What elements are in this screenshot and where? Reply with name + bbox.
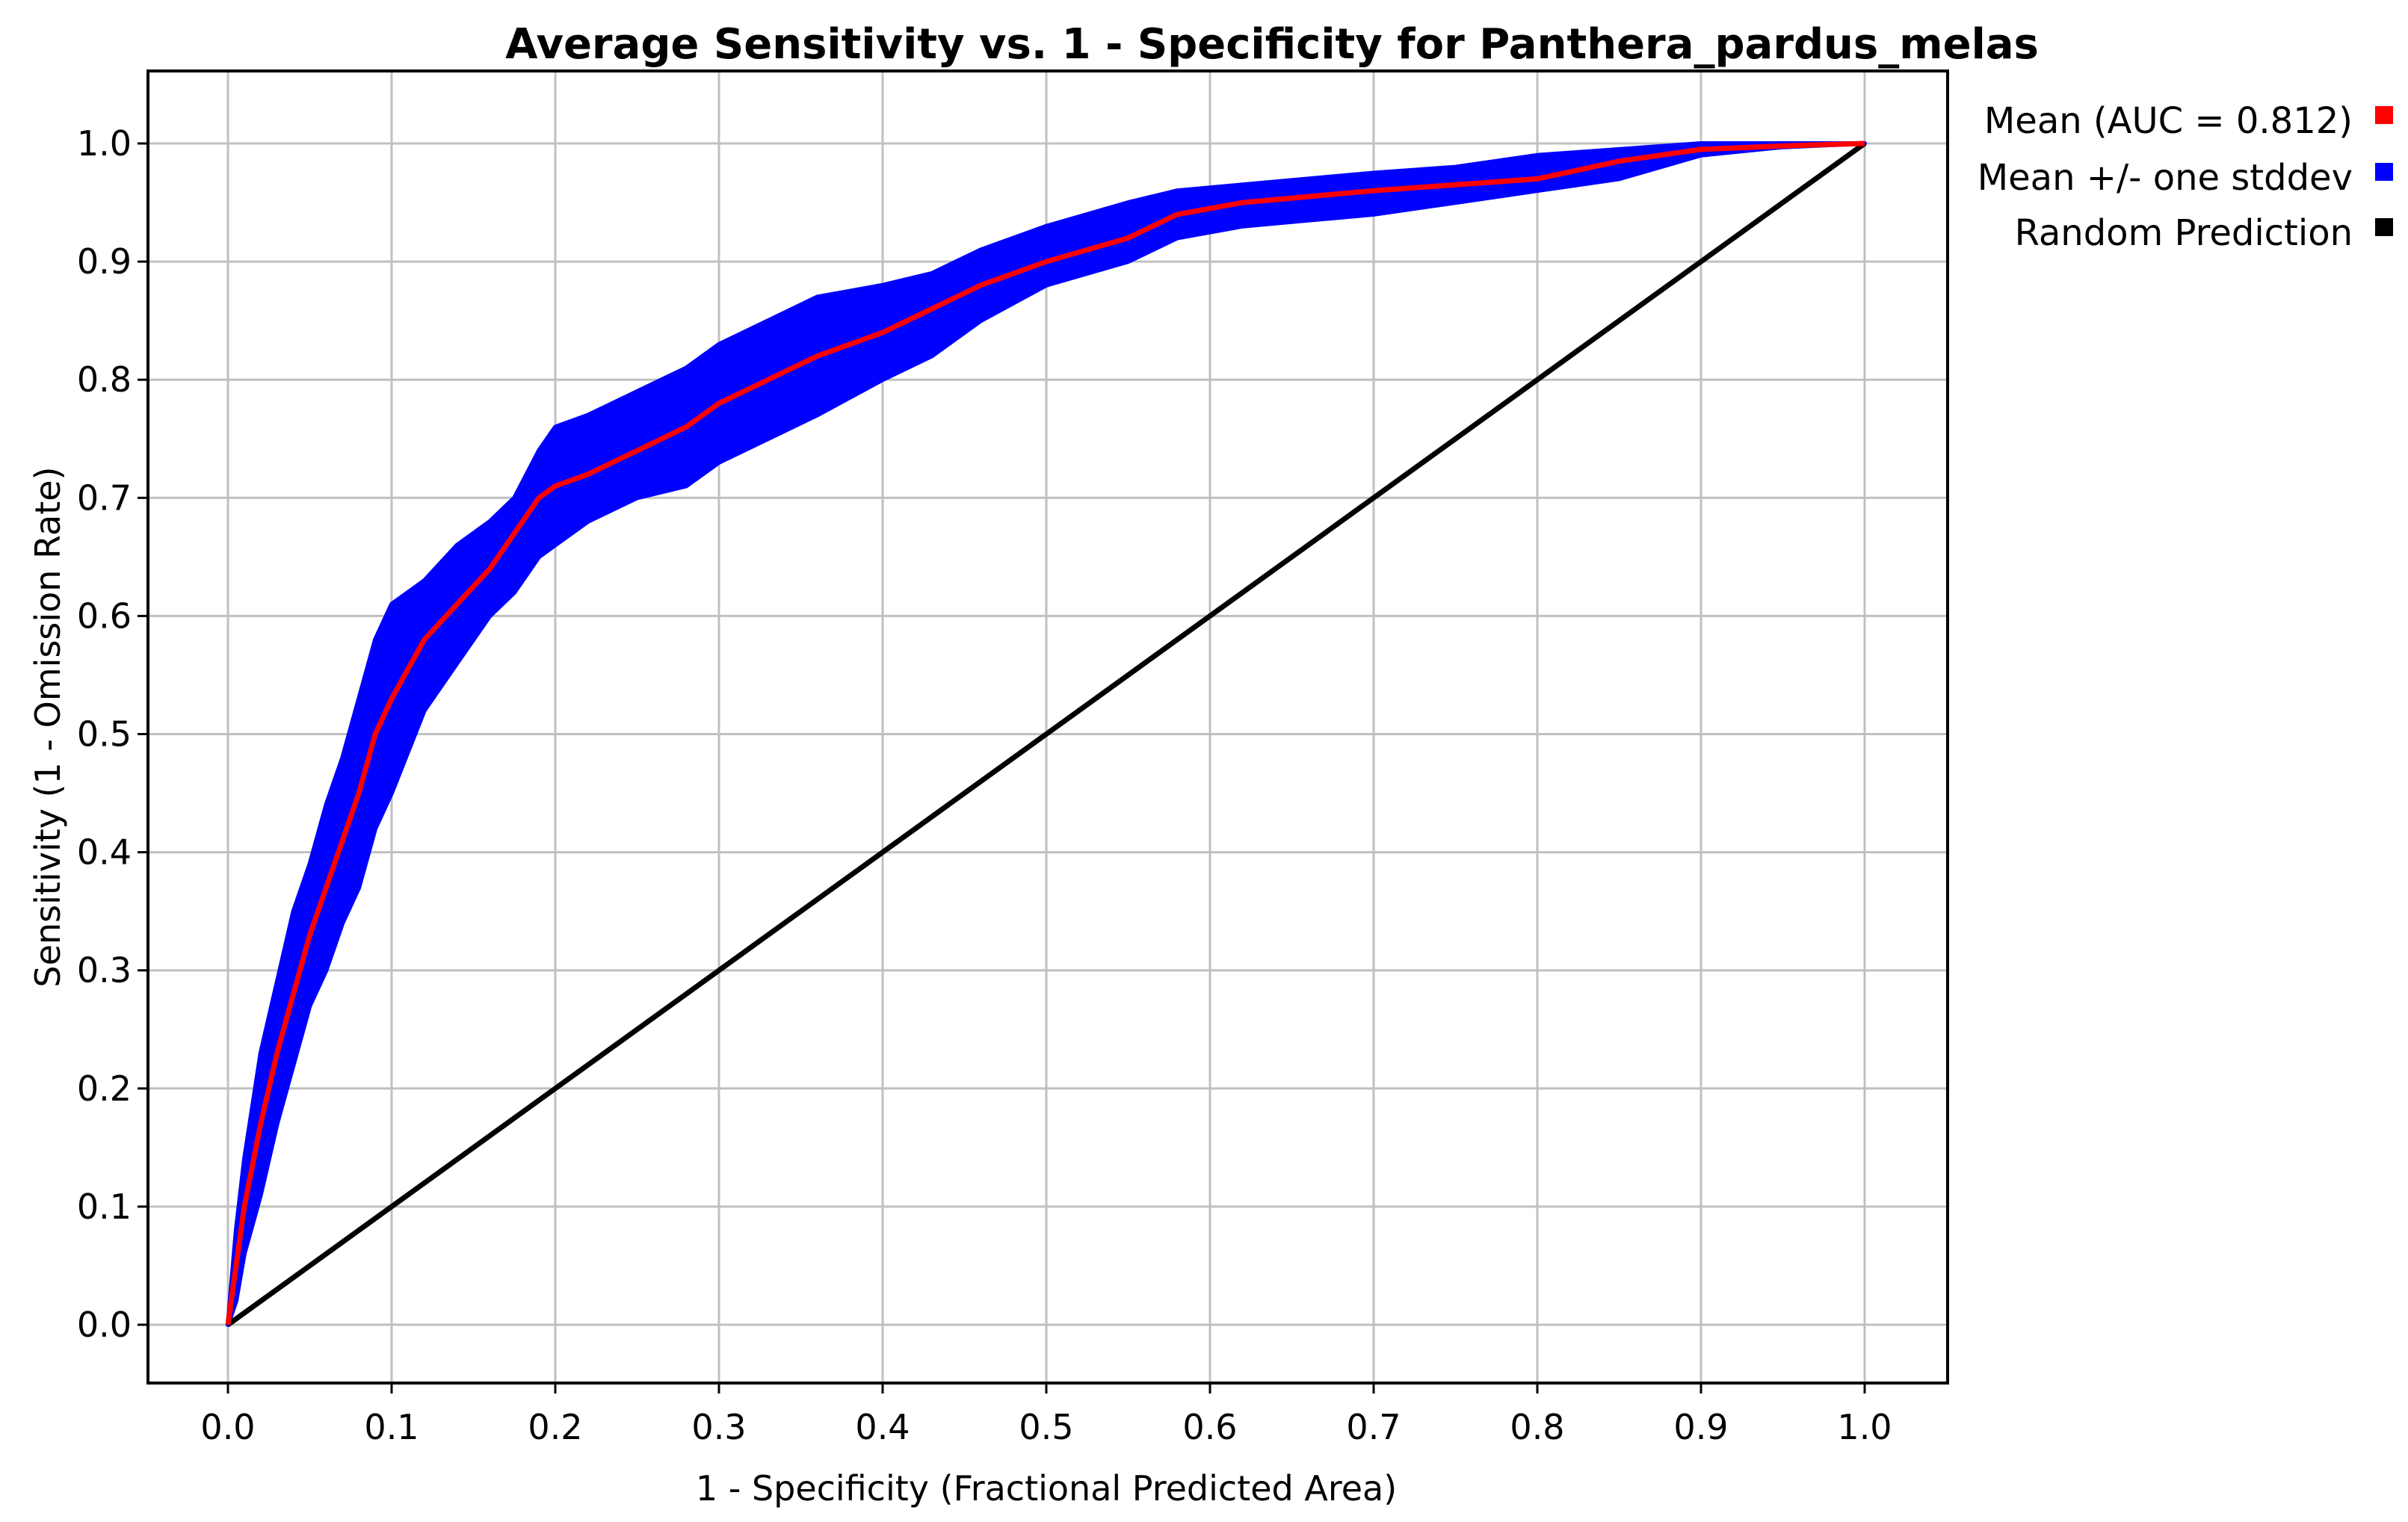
legend: Mean (AUC = 0.812) Mean +/- one stddev R…	[1978, 100, 2393, 254]
mean-line	[225, 140, 1865, 1325]
legend-label-stddev: Mean +/- one stddev	[1978, 157, 2353, 199]
y-tick-label: 0.8	[77, 359, 132, 400]
y-tick-label: 0.4	[77, 832, 132, 873]
legend-swatch-stddev	[2375, 163, 2393, 181]
x-tick-label: 1.0	[1837, 1407, 1892, 1447]
series-lines	[225, 140, 1867, 1327]
legend-swatch-random	[2375, 218, 2393, 236]
y-tick-label: 0.5	[77, 714, 132, 755]
x-tick-label: 0.8	[1510, 1407, 1564, 1447]
tick-labels: 0.0 0.1 0.2 0.3 0.4 0.5 0.6 0.7 0.8 0.9 1.0 0.0 0.1 0…	[77, 123, 1892, 1447]
y-tick-label: 0.9	[77, 241, 132, 282]
x-tick-label: 0.6	[1182, 1407, 1237, 1447]
x-axis-label: 1 - Specificity (Fractional Predicted Ar…	[696, 1468, 1397, 1509]
legend-label-random: Random Prediction	[2015, 212, 2353, 254]
legend-swatch-mean	[2375, 106, 2393, 124]
x-tick-label: 0.9	[1673, 1407, 1728, 1447]
x-tick-label: 0.0	[200, 1407, 255, 1447]
legend-label-mean: Mean (AUC = 0.812)	[1984, 100, 2353, 142]
y-tick-label: 0.7	[77, 477, 132, 518]
x-tick-label: 0.1	[364, 1407, 419, 1447]
y-axis-label: Sensitivity (1 - Omission Rate)	[28, 466, 68, 987]
y-tick-label: 0.3	[77, 950, 132, 991]
x-tick-label: 0.2	[528, 1407, 582, 1447]
x-tick-label: 0.5	[1019, 1407, 1073, 1447]
grid-lines	[148, 71, 1948, 1383]
random-prediction-line	[226, 141, 1867, 1327]
y-tick-label: 0.0	[77, 1305, 132, 1345]
y-tick-label: 1.0	[77, 123, 132, 164]
plot-frame	[146, 69, 1949, 1385]
x-tick-label: 0.3	[691, 1407, 746, 1447]
y-tick-label: 0.6	[77, 596, 132, 636]
x-tick-label: 0.7	[1346, 1407, 1401, 1447]
chart-title: Average Sensitivity vs. 1 - Specificity …	[505, 20, 2039, 69]
x-tick-label: 0.4	[855, 1407, 910, 1447]
y-tick-label: 0.1	[77, 1187, 132, 1227]
y-tick-label: 0.2	[77, 1068, 132, 1109]
